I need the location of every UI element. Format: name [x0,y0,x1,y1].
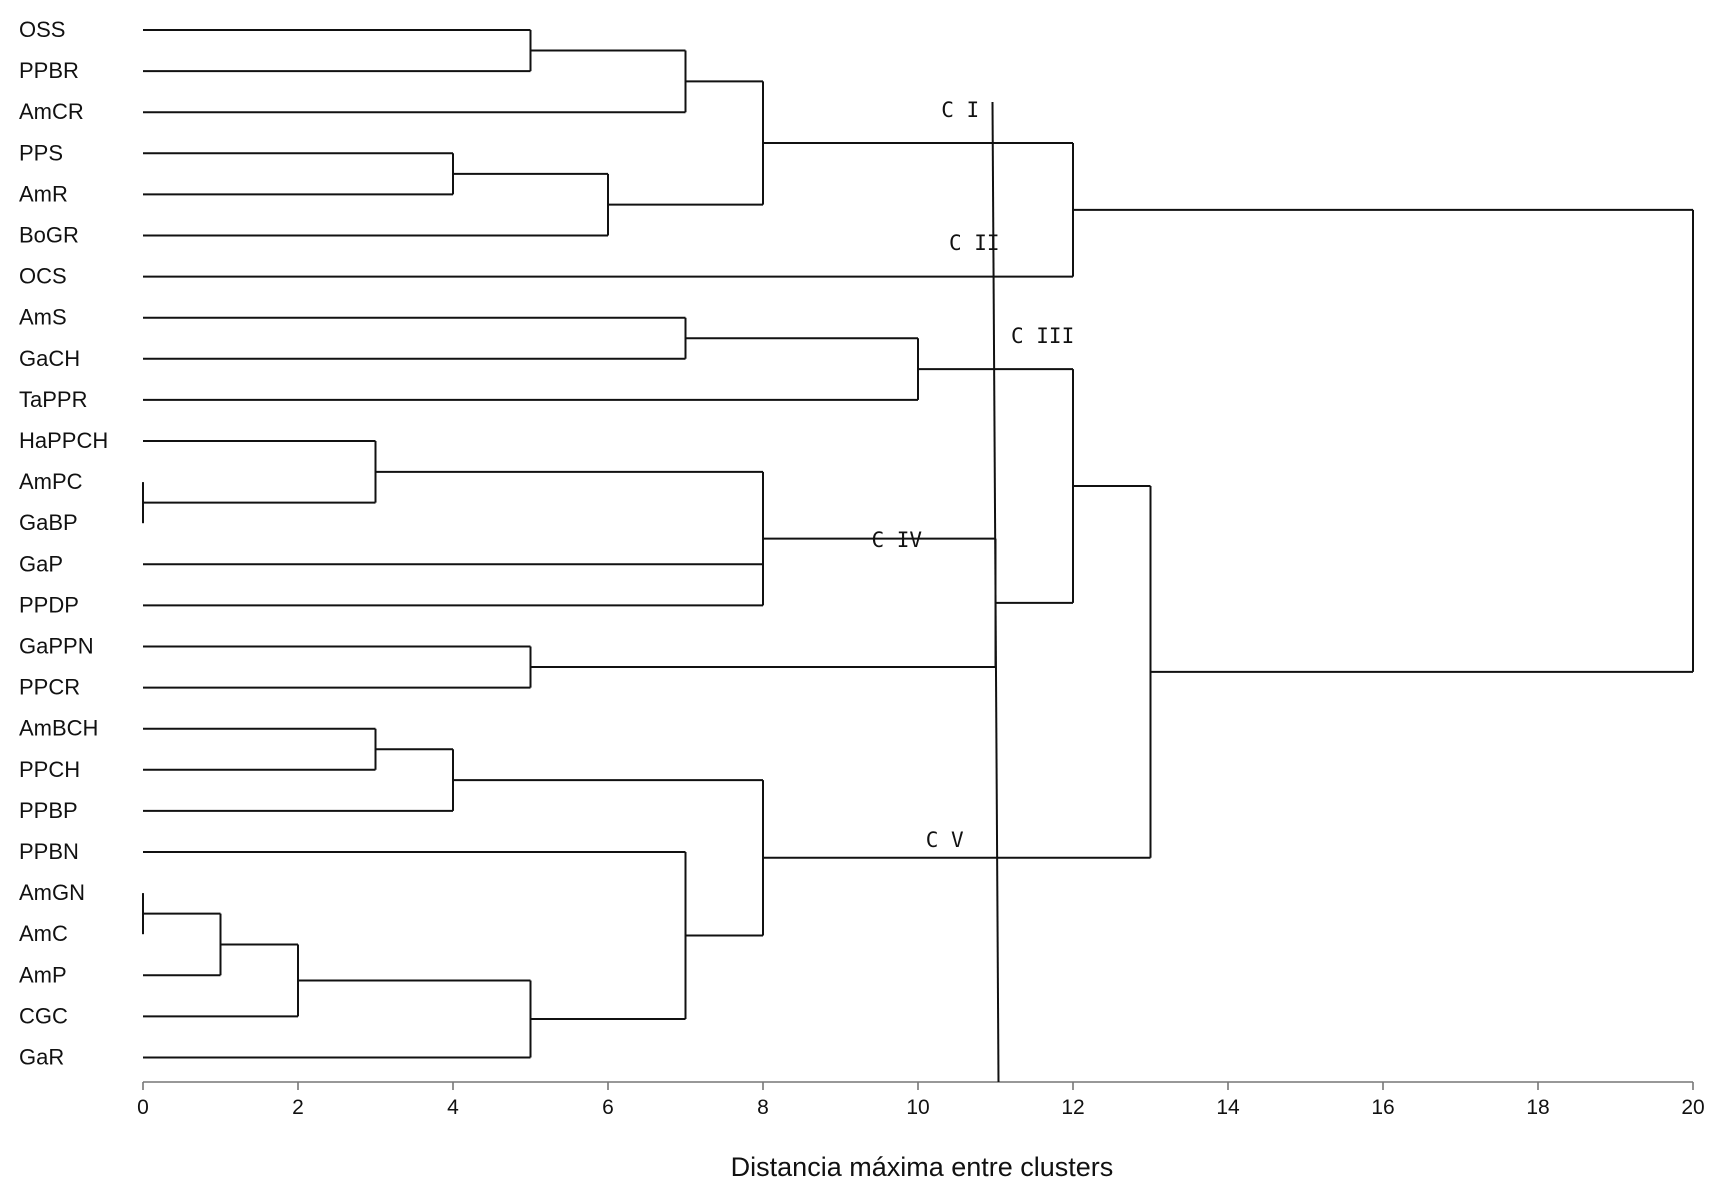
x-tick-label-4: 4 [447,1096,459,1119]
merge-link-m18 [143,912,222,977]
leaf-label-ambch: AmBCH [19,716,98,741]
merge-link-m1 [143,29,532,73]
leaf-label-ppbr: PPBR [19,58,79,83]
merge-link-m12 [143,645,532,689]
leaf-label-ampc: AmPC [19,469,83,494]
leaf-label-cgc: CGC [19,1003,68,1028]
leaf-label-oss: OSS [19,17,65,42]
x-tick-label-14: 14 [1216,1096,1240,1119]
leaf-label-pps: PPS [19,140,63,165]
cluster-label-c-ii: C II [949,231,1000,255]
cluster-label-c-iii: C III [1011,324,1074,348]
leaf-label-ppcr: PPCR [19,675,80,700]
leaf-label-ppbp: PPBP [19,798,78,823]
x-tick-label-0: 0 [137,1096,149,1119]
x-tick-label-10: 10 [906,1096,929,1119]
leaf-label-bogr: BoGR [19,223,79,248]
merge-link-m23 [763,484,1152,859]
leaf-labels: OSS PPBR AmCR PPS AmR BoGR OCS AmS GaCH TaPPR HaPP… [19,17,108,1070]
leaf-label-gar: GaR [19,1045,64,1070]
merge-link-m21 [143,851,687,1020]
x-tick-label-12: 12 [1061,1096,1084,1119]
leaf-label-amcr: AmCR [19,99,84,124]
merge-link-m2 [143,49,687,114]
cluster-label-c-v: C V [926,828,964,852]
leaf-label-ppdp: PPDP [19,592,79,617]
merge-link-m7 [143,316,687,360]
leaf-label-ams: AmS [19,305,67,330]
leaf-label-tappr: TaPPR [19,387,87,412]
merge-link-m24 [1073,208,1694,673]
cluster-label-c-iv: C IV [872,528,923,552]
merge-link-m10 [143,440,377,504]
merge-link-m8 [143,337,919,401]
x-tick-label-8: 8 [757,1096,769,1119]
cluster-labels: C I C II C III C IV C V [872,98,1075,852]
dendrogram-links [142,29,1694,1059]
leaf-label-ocs: OCS [19,264,67,289]
cluster-label-c-i: C I [941,98,979,122]
leaf-label-gach: GaCH [19,346,80,371]
leaf-label-amr: AmR [19,181,68,206]
merge-link-m11 [143,470,764,607]
x-tick-label-16: 16 [1371,1096,1394,1119]
leaf-label-gappn: GaPPN [19,634,94,659]
x-tick-label-20: 20 [1681,1096,1704,1119]
x-axis: 0 2 4 6 8 10 12 14 16 18 20 [137,1081,1705,1119]
merge-link-m4 [143,172,609,237]
cut-line [991,101,1000,1083]
leaf-label-happch: HaPPCH [19,428,108,453]
merge-link-m16 [143,748,454,812]
leaf-label-ppbn: PPBN [19,839,79,864]
leaf-label-gap: GaP [19,551,63,576]
merge-link-m22 [453,779,764,937]
leaf-label-amc: AmC [19,921,68,946]
x-axis-title: Distancia máxima entre clusters [731,1152,1114,1182]
leaf-label-ppch: PPCH [19,757,80,782]
merge-link-m3 [143,152,454,196]
leaf-label-gabp: GaBP [19,510,78,535]
x-tick-label-18: 18 [1526,1096,1549,1119]
x-tick-label-2: 2 [292,1096,304,1119]
merge-link-m15 [143,727,377,771]
leaf-label-amp: AmP [19,962,67,987]
cut-line-group [991,101,1000,1083]
x-tick-label-6: 6 [602,1096,614,1119]
merge-link-m20 [143,979,532,1059]
leaf-label-amgn: AmGN [19,880,85,905]
